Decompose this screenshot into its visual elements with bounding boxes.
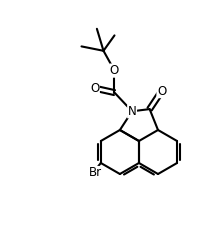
Text: O: O <box>157 85 166 98</box>
Text: O: O <box>90 82 99 95</box>
Text: N: N <box>128 105 137 118</box>
Text: O: O <box>110 64 119 77</box>
Text: Br: Br <box>89 167 102 179</box>
